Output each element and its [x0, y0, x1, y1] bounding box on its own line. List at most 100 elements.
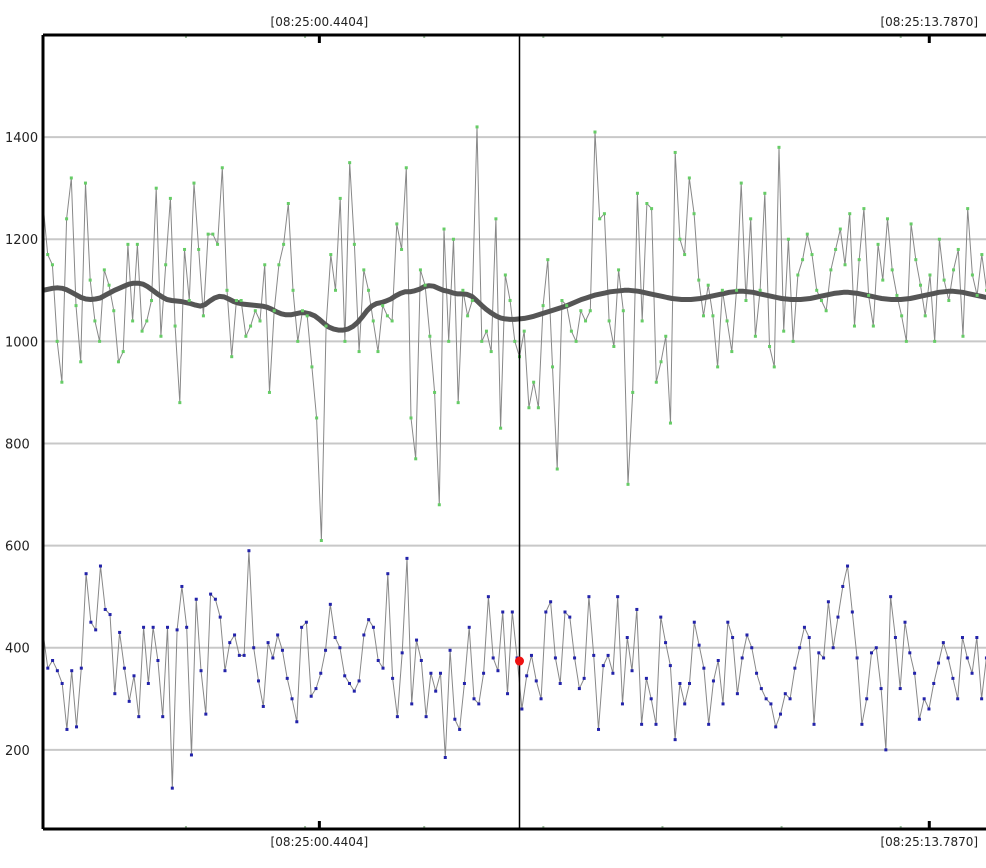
data-point	[707, 723, 710, 726]
data-point	[108, 284, 111, 287]
data-point	[79, 360, 82, 363]
data-point	[702, 314, 705, 317]
data-point	[731, 636, 734, 639]
data-point	[267, 641, 270, 644]
data-point	[607, 654, 610, 657]
data-point	[608, 319, 611, 322]
data-point	[645, 677, 648, 680]
data-point	[822, 656, 825, 659]
data-point	[927, 708, 930, 711]
data-point	[942, 641, 945, 644]
data-point	[622, 309, 625, 312]
data-point	[420, 659, 423, 662]
data-point	[765, 697, 768, 700]
data-point	[219, 616, 222, 619]
data-point	[722, 702, 725, 705]
data-point	[730, 350, 733, 353]
data-point	[405, 557, 408, 560]
data-point	[532, 381, 535, 384]
data-point	[511, 610, 514, 613]
data-point	[433, 391, 436, 394]
data-point	[89, 279, 92, 282]
data-point	[527, 406, 530, 409]
data-point	[923, 697, 926, 700]
data-point	[975, 636, 978, 639]
data-point	[452, 238, 455, 241]
data-point	[243, 654, 246, 657]
data-point	[324, 649, 327, 652]
data-point	[899, 687, 902, 690]
data-point	[735, 289, 738, 292]
data-point	[46, 253, 49, 256]
data-point	[875, 646, 878, 649]
data-point	[329, 603, 332, 606]
data-point	[353, 690, 356, 693]
data-point	[415, 639, 418, 642]
data-point	[947, 656, 950, 659]
data-point	[928, 273, 931, 276]
data-point	[579, 309, 582, 312]
data-point	[839, 228, 842, 231]
data-point	[881, 279, 884, 282]
data-point	[759, 289, 762, 292]
data-point	[444, 756, 447, 759]
data-point	[228, 641, 231, 644]
data-point	[343, 340, 346, 343]
data-point	[587, 595, 590, 598]
data-point	[358, 679, 361, 682]
data-point	[509, 299, 512, 302]
data-point	[386, 314, 389, 317]
data-point	[769, 702, 772, 705]
data-point	[395, 222, 398, 225]
data-point	[678, 238, 681, 241]
data-point	[367, 289, 370, 292]
data-point	[645, 202, 648, 205]
data-point	[476, 125, 479, 128]
data-point	[937, 662, 940, 665]
data-point	[240, 299, 243, 302]
data-point	[779, 713, 782, 716]
data-point	[263, 263, 266, 266]
data-point	[372, 626, 375, 629]
data-point	[207, 233, 210, 236]
data-point	[853, 325, 856, 328]
data-point	[598, 217, 601, 220]
data-point	[161, 715, 164, 718]
data-point	[904, 621, 907, 624]
data-point	[391, 677, 394, 680]
data-point	[142, 626, 145, 629]
data-point	[787, 238, 790, 241]
data-point	[905, 340, 908, 343]
data-point	[908, 651, 911, 654]
data-point	[117, 360, 120, 363]
data-point	[611, 672, 614, 675]
data-point	[204, 713, 207, 716]
data-point	[914, 258, 917, 261]
data-point	[693, 212, 696, 215]
data-point	[777, 146, 780, 149]
data-point	[449, 649, 452, 652]
data-point	[268, 391, 271, 394]
data-point	[793, 667, 796, 670]
data-point	[563, 610, 566, 613]
data-point	[559, 682, 562, 685]
data-point	[334, 289, 337, 292]
data-point	[391, 319, 394, 322]
data-point	[741, 656, 744, 659]
data-point	[400, 248, 403, 251]
data-point	[707, 284, 710, 287]
data-point	[669, 664, 672, 667]
data-point	[669, 422, 672, 425]
data-point	[870, 651, 873, 654]
data-point	[405, 166, 408, 169]
data-point	[537, 406, 540, 409]
data-point	[836, 616, 839, 619]
data-point	[348, 161, 351, 164]
data-point	[891, 268, 894, 271]
data-point	[473, 697, 476, 700]
data-point	[971, 273, 974, 276]
data-point	[951, 677, 954, 680]
data-point	[834, 248, 837, 251]
data-point	[952, 268, 955, 271]
data-point	[414, 457, 417, 460]
